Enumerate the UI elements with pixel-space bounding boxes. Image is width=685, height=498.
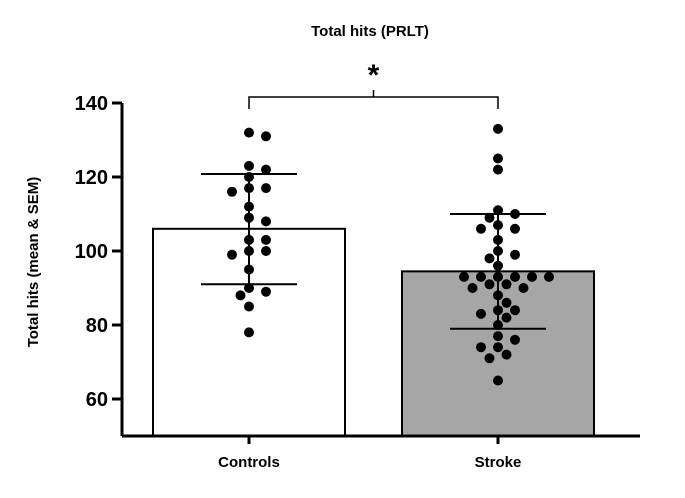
data-point	[476, 308, 486, 319]
data-point	[493, 205, 503, 216]
data-point	[510, 249, 520, 260]
data-point	[510, 271, 520, 282]
y-tick-label: 80	[86, 315, 108, 337]
data-point	[493, 331, 503, 342]
significance-label: *	[368, 59, 380, 92]
data-point	[244, 327, 254, 338]
x-tick-label: Stroke	[475, 454, 522, 471]
data-point	[261, 286, 271, 297]
data-point	[493, 375, 503, 386]
data-point	[501, 349, 512, 360]
data-point	[227, 186, 237, 197]
data-point	[484, 253, 495, 264]
data-point	[493, 123, 503, 134]
significance-bracket	[248, 90, 499, 109]
data-point	[493, 164, 503, 175]
data-point	[244, 127, 254, 138]
data-point	[493, 153, 503, 164]
data-point	[484, 353, 495, 364]
data-point	[227, 249, 237, 260]
data-point	[501, 312, 512, 323]
data-point	[501, 297, 512, 308]
plot-area: 60 80 100 120 140 Controls Stroke *	[75, 59, 640, 471]
data-point	[235, 290, 246, 301]
data-point	[510, 334, 520, 345]
y-axis-label: Total hits (mean & SEM)	[25, 177, 42, 348]
data-point	[261, 234, 271, 245]
data-point	[261, 164, 271, 175]
y-tick-label: 60	[86, 389, 108, 411]
data-point	[244, 301, 254, 312]
data-point	[493, 342, 503, 353]
data-point	[261, 131, 271, 142]
data-point	[518, 283, 529, 293]
data-point	[510, 305, 520, 316]
data-point	[484, 279, 495, 290]
data-point	[501, 279, 512, 290]
data-point	[261, 246, 271, 256]
data-point	[476, 223, 486, 234]
data-point	[467, 283, 478, 293]
data-point	[261, 183, 271, 194]
data-point	[527, 271, 537, 282]
data-point	[476, 271, 486, 282]
chart-title: Total hits (PRLT)	[311, 23, 429, 40]
y-tick-label: 120	[75, 167, 108, 189]
data-point	[244, 160, 254, 171]
data-point	[510, 223, 520, 234]
data-point	[459, 271, 469, 282]
data-point	[544, 271, 554, 282]
y-tick-label: 140	[75, 93, 108, 115]
data-point	[244, 283, 254, 293]
y-tick-label: 100	[75, 241, 108, 263]
x-tick-label: Controls	[218, 454, 280, 471]
data-point	[484, 212, 495, 223]
data-point	[476, 342, 486, 353]
data-point	[261, 216, 271, 227]
